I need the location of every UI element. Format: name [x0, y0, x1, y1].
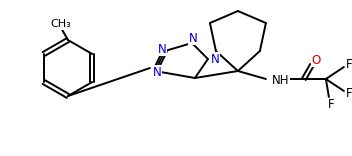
Text: CH₃: CH₃	[51, 19, 71, 29]
Text: N: N	[189, 32, 197, 44]
Text: F: F	[346, 88, 352, 100]
Text: N: N	[210, 53, 219, 66]
Text: F: F	[346, 58, 352, 71]
Text: N: N	[158, 43, 166, 56]
Text: O: O	[311, 54, 321, 66]
Text: F: F	[328, 98, 334, 112]
Text: NH: NH	[272, 75, 289, 88]
Text: N: N	[152, 66, 161, 78]
